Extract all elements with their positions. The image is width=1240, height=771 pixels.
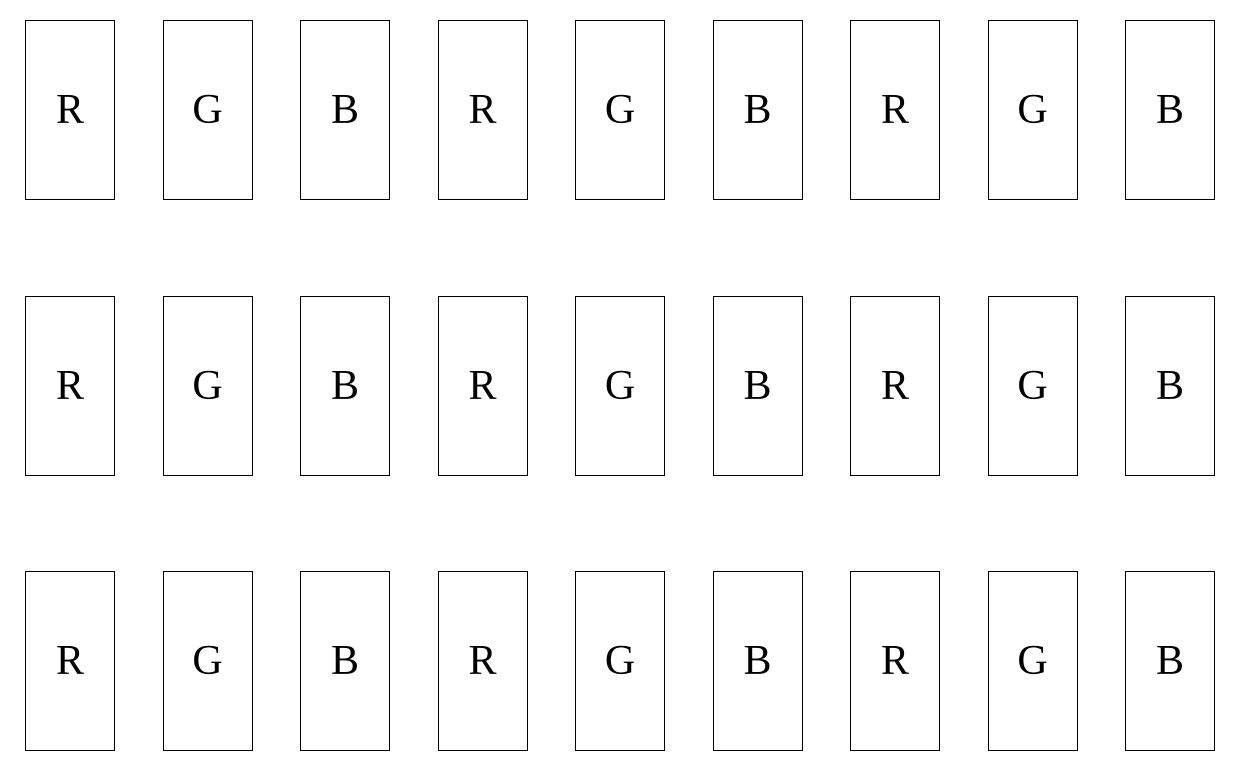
- subpixel-label: G: [1017, 362, 1047, 410]
- subpixel-label: R: [881, 86, 909, 134]
- grid-row: R G B R G B R G B: [25, 296, 1215, 476]
- subpixel-label: G: [605, 637, 635, 685]
- subpixel-cell: G: [163, 296, 253, 476]
- subpixel-cell: R: [438, 571, 528, 751]
- subpixel-label: G: [192, 86, 222, 134]
- subpixel-cell: B: [713, 20, 803, 200]
- grid-row: R G B R G B R G B: [25, 20, 1215, 200]
- subpixel-label: G: [605, 86, 635, 134]
- subpixel-cell: G: [163, 571, 253, 751]
- subpixel-cell: B: [300, 571, 390, 751]
- subpixel-cell: B: [300, 296, 390, 476]
- subpixel-label: B: [1156, 362, 1184, 410]
- subpixel-cell: G: [163, 20, 253, 200]
- subpixel-cell: R: [438, 296, 528, 476]
- subpixel-cell: G: [988, 571, 1078, 751]
- subpixel-label: B: [331, 362, 359, 410]
- subpixel-cell: R: [25, 20, 115, 200]
- subpixel-label: B: [331, 637, 359, 685]
- subpixel-label: B: [331, 86, 359, 134]
- subpixel-cell: B: [300, 20, 390, 200]
- subpixel-cell: R: [850, 20, 940, 200]
- subpixel-cell: R: [438, 20, 528, 200]
- subpixel-label: B: [1156, 86, 1184, 134]
- subpixel-cell: G: [988, 20, 1078, 200]
- subpixel-label: G: [192, 362, 222, 410]
- subpixel-label: G: [192, 637, 222, 685]
- subpixel-cell: G: [575, 20, 665, 200]
- pixel-grid: R G B R G B R G B R G B R G B R G B R G …: [0, 0, 1240, 771]
- subpixel-cell: B: [1125, 296, 1215, 476]
- subpixel-label: B: [743, 362, 771, 410]
- subpixel-cell: G: [575, 296, 665, 476]
- subpixel-cell: B: [713, 571, 803, 751]
- subpixel-label: B: [743, 86, 771, 134]
- subpixel-label: B: [1156, 637, 1184, 685]
- subpixel-label: R: [881, 362, 909, 410]
- subpixel-cell: B: [713, 296, 803, 476]
- subpixel-cell: G: [988, 296, 1078, 476]
- subpixel-cell: R: [25, 296, 115, 476]
- subpixel-label: G: [605, 362, 635, 410]
- subpixel-label: R: [881, 637, 909, 685]
- subpixel-label: B: [743, 637, 771, 685]
- subpixel-label: G: [1017, 86, 1047, 134]
- subpixel-label: R: [468, 86, 496, 134]
- subpixel-cell: G: [575, 571, 665, 751]
- subpixel-label: R: [468, 362, 496, 410]
- subpixel-cell: R: [850, 296, 940, 476]
- subpixel-cell: R: [850, 571, 940, 751]
- subpixel-label: R: [468, 637, 496, 685]
- subpixel-label: R: [56, 637, 84, 685]
- subpixel-cell: B: [1125, 20, 1215, 200]
- subpixel-label: G: [1017, 637, 1047, 685]
- subpixel-label: R: [56, 362, 84, 410]
- subpixel-cell: B: [1125, 571, 1215, 751]
- grid-row: R G B R G B R G B: [25, 571, 1215, 751]
- subpixel-cell: R: [25, 571, 115, 751]
- subpixel-label: R: [56, 86, 84, 134]
